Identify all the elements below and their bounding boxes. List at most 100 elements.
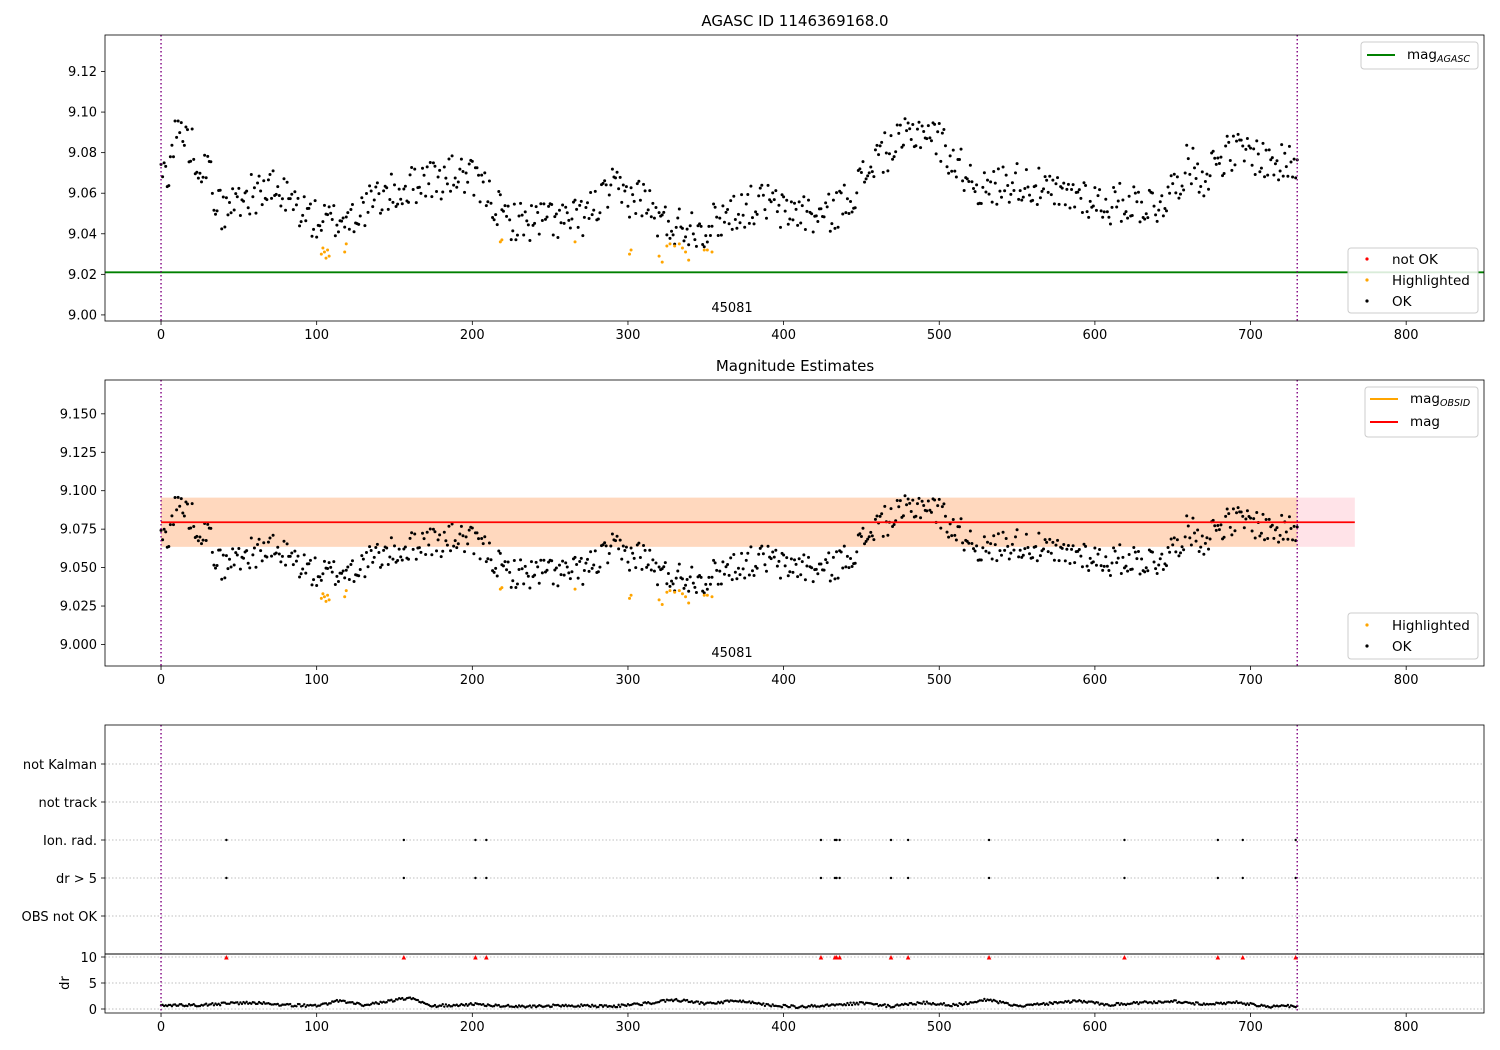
ok-point [550, 202, 554, 206]
ok-point [505, 214, 509, 218]
ok-point [643, 189, 647, 193]
ok-point [891, 157, 895, 161]
ok-point [825, 561, 829, 565]
ok-point [441, 190, 445, 194]
ok-point [752, 573, 756, 577]
ok-point [769, 557, 773, 561]
ok-point [1112, 546, 1116, 550]
ok-point [833, 226, 837, 230]
ok-point [256, 181, 260, 185]
ok-point [998, 189, 1002, 193]
ok-point [730, 227, 734, 231]
ok-point [892, 522, 896, 526]
highlighted-point [319, 252, 323, 256]
ok-point [920, 499, 924, 503]
ok-point [1256, 152, 1260, 156]
highlighted-point [702, 593, 706, 597]
ok-point [333, 234, 337, 238]
ok-point [1269, 158, 1273, 162]
ok-point [1231, 134, 1235, 138]
ok-point [919, 146, 923, 150]
ok-point [638, 556, 642, 560]
ok-point [1007, 200, 1011, 204]
dr-point [685, 998, 689, 1002]
ok-point [475, 531, 479, 535]
ok-point [1094, 563, 1098, 567]
x-tick-label: 600 [1082, 673, 1107, 688]
ok-point [791, 570, 795, 574]
highlighted-point [322, 250, 326, 254]
ok-point [1119, 572, 1123, 576]
dr-point [847, 1003, 851, 1007]
ok-point [1224, 144, 1228, 148]
ok-point [179, 121, 183, 125]
ok-point [845, 197, 849, 201]
dr-point [439, 1004, 443, 1008]
ok-point [175, 135, 179, 139]
ok-point [982, 171, 986, 175]
highlighted-point [343, 595, 347, 599]
ok-point [719, 582, 723, 586]
ok-point [260, 559, 264, 563]
ok-point [487, 179, 491, 183]
ok-point [344, 568, 348, 572]
x-tick-label: 400 [771, 1020, 796, 1035]
ok-point [1168, 550, 1172, 554]
dr-point [337, 1000, 340, 1003]
ok-point [319, 228, 323, 232]
ok-point [928, 136, 932, 140]
flag-point [835, 876, 838, 880]
dr-point [604, 1004, 608, 1007]
dr-point [253, 1001, 256, 1004]
ok-point [393, 183, 396, 187]
ok-point [1185, 143, 1189, 147]
ok-point [1024, 168, 1028, 172]
ok-point [908, 127, 912, 131]
ok-point [399, 197, 403, 201]
ok-point [1203, 541, 1207, 545]
ok-point [1102, 210, 1106, 214]
ok-point [257, 174, 261, 178]
ok-point [352, 230, 356, 234]
ok-point [1093, 546, 1097, 550]
ok-point [1065, 547, 1069, 551]
ok-point [1266, 173, 1270, 177]
ok-point [590, 566, 594, 570]
ok-point [651, 201, 655, 205]
ok-point [483, 171, 487, 175]
x-tick-label: 400 [771, 673, 796, 688]
ok-point [1060, 546, 1064, 550]
ok-point [998, 549, 1002, 553]
dr-point [1247, 1003, 1251, 1007]
ok-point [1194, 539, 1198, 543]
ok-point [877, 153, 881, 157]
ok-point [385, 546, 389, 550]
ok-point [609, 544, 613, 548]
ok-point [951, 148, 955, 152]
ok-point [990, 557, 994, 561]
ok-point [1245, 137, 1249, 141]
ok-point [1208, 174, 1212, 178]
ok-point [290, 192, 294, 196]
dr-point [408, 996, 412, 999]
dr-point [326, 1003, 329, 1006]
dr-point [276, 1002, 279, 1006]
flag-point [987, 876, 991, 880]
ok-point [318, 224, 322, 228]
ok-point [1144, 566, 1148, 570]
ok-point [1133, 191, 1137, 195]
x-tick-label: 0 [157, 328, 165, 343]
ok-point [307, 206, 311, 210]
ok-point [254, 565, 258, 569]
ok-point [302, 553, 306, 557]
ok-point [844, 211, 848, 215]
ok-point [979, 202, 983, 206]
ok-point [936, 504, 940, 508]
ok-point [484, 560, 488, 564]
ok-point [668, 584, 672, 588]
ok-point [727, 573, 731, 577]
highlighted-point [573, 240, 577, 244]
dr-point [863, 1003, 866, 1006]
y-tick-label: 9.00 [68, 308, 97, 323]
ok-point [492, 570, 496, 574]
